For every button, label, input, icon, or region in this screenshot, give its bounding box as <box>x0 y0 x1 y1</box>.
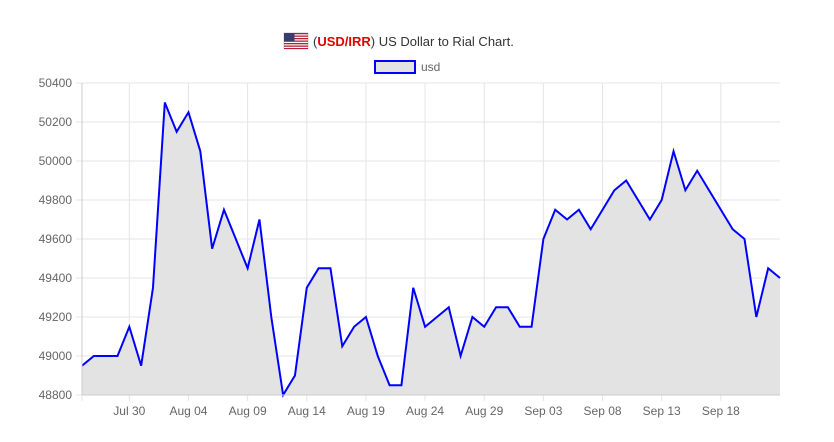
x-tick-label: Sep 18 <box>702 404 740 418</box>
x-tick-label: Aug 04 <box>169 404 207 418</box>
y-tick-label: 49800 <box>39 193 73 207</box>
x-tick-label: Aug 19 <box>347 404 385 418</box>
chart-title-suffix: ) US Dollar to Rial Chart. <box>371 34 514 49</box>
y-tick-label: 50000 <box>39 154 73 168</box>
y-tick-label: 48800 <box>39 388 73 402</box>
chart-title: (USD/IRR) US Dollar to Rial Chart. <box>313 34 514 49</box>
x-tick-label: Aug 24 <box>406 404 444 418</box>
legend[interactable]: usd <box>374 60 440 74</box>
x-tick-label: Aug 29 <box>465 404 503 418</box>
axis-layer: 50400 50200 50000 49800 49600 49400 49200 49000… <box>39 76 780 418</box>
line-layer <box>81 102 781 398</box>
chart-title-group: (USD/IRR) US Dollar to Rial Chart. <box>283 32 514 50</box>
us-flag-icon <box>283 32 309 50</box>
x-tick-label: Aug 09 <box>229 404 267 418</box>
x-tick-label: Sep 13 <box>643 404 681 418</box>
y-tick-label: 49200 <box>39 310 73 324</box>
y-tick-label: 50400 <box>39 76 73 90</box>
chart-title-prefix: ( <box>313 34 318 49</box>
y-tick-label: 49400 <box>39 271 73 285</box>
chart-title-pair: USD/IRR <box>317 34 371 49</box>
x-tick-label: Jul 30 <box>113 404 145 418</box>
y-tick-label: 49600 <box>39 232 73 246</box>
area-layer <box>82 102 780 395</box>
y-tick-label: 49000 <box>39 349 73 363</box>
legend-label-usd[interactable]: usd <box>421 60 440 74</box>
y-tick-label: 50200 <box>39 115 73 129</box>
series-area-usd <box>82 102 780 395</box>
x-tick-label: Sep 08 <box>584 404 622 418</box>
series-line-usd <box>81 102 781 398</box>
legend-swatch-usd[interactable] <box>374 60 416 74</box>
x-tick-label: Sep 03 <box>524 404 562 418</box>
x-tick-label: Aug 14 <box>288 404 326 418</box>
